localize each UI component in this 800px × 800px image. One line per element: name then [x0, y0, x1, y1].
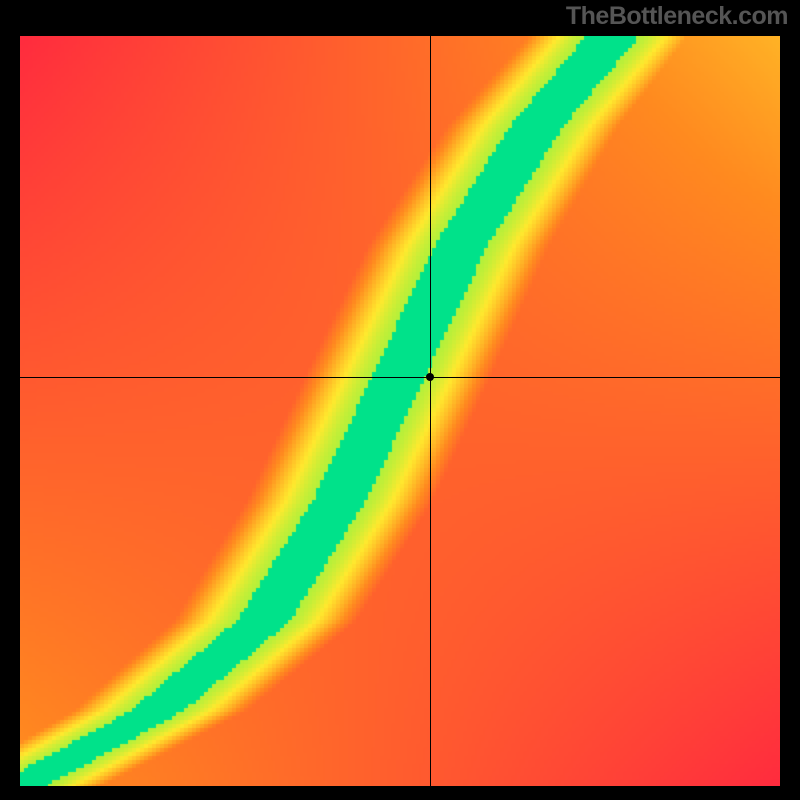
watermark-text: TheBottleneck.com — [566, 2, 788, 31]
crosshair-point — [426, 373, 434, 381]
crosshair-vertical — [430, 36, 431, 786]
crosshair-horizontal — [20, 377, 780, 378]
chart-container: TheBottleneck.com — [0, 0, 800, 800]
heatmap-plot — [20, 36, 780, 786]
heatmap-canvas — [20, 36, 780, 786]
